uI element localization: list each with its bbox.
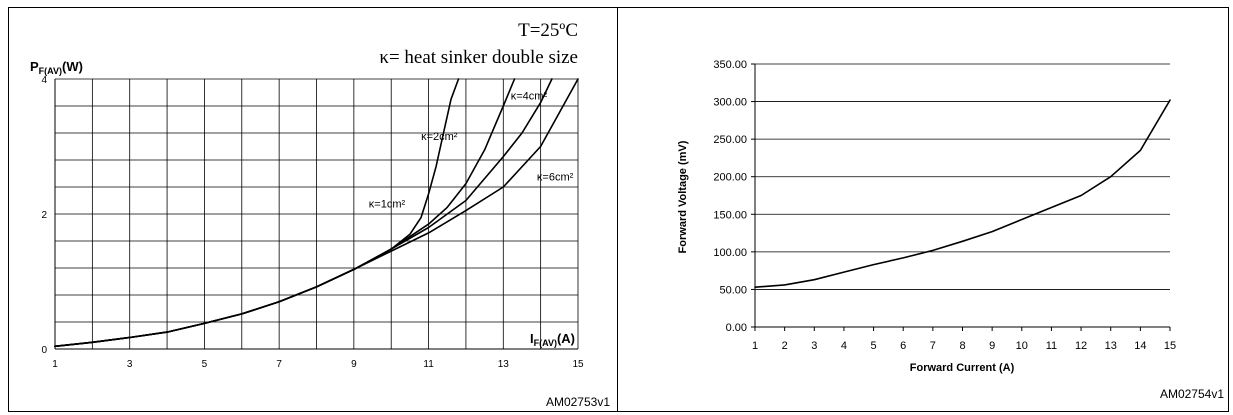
left-x-tick-label: 11 [423, 359, 434, 370]
left-x-tick-label: 13 [498, 359, 510, 370]
left-series-label: κ=1cm² [369, 198, 406, 210]
left-series-label: κ=2cm² [421, 131, 458, 143]
right-y-tick-label: 100.00 [713, 247, 747, 259]
left-figure-code: AM02753v1 [546, 395, 610, 409]
left-x-axis-label: IF(AV)(A) [530, 331, 575, 348]
right-x-tick-label: 9 [989, 340, 995, 352]
temperature-annotation: T=25ºC [518, 20, 578, 41]
right-y-tick-label: 0.00 [726, 322, 747, 334]
left-series-line [54, 78, 516, 348]
right-grid [751, 63, 1171, 331]
left-x-tick-label: 3 [127, 359, 133, 370]
right-x-tick-label: 13 [1105, 340, 1117, 352]
left-series-label: κ=6cm² [537, 171, 574, 183]
panel-left-border [8, 7, 618, 412]
left-series-line [54, 78, 579, 348]
right-x-axis-title: Forward Current (A) [910, 362, 1015, 374]
left-y-axis-label: PF(AV)(W) [30, 59, 83, 76]
right-x-tick-label: 10 [1016, 340, 1028, 352]
left-series-line [54, 78, 460, 348]
right-x-tick-label: 6 [900, 340, 906, 352]
left-series-label: κ=4cm² [511, 90, 548, 102]
right-x-tick-label: 2 [782, 340, 788, 352]
left-x-tick-label: 7 [276, 359, 282, 370]
right-y-tick-label: 250.00 [713, 134, 747, 146]
right-x-tick-label: 15 [1164, 340, 1176, 352]
left-y-tick-label: 4 [41, 75, 47, 86]
right-y-tick-label: 300.00 [713, 97, 747, 109]
right-tick-labels: 1 2 3 4 5 6 7 8 9 10 11 12 13 14 150.0050.00100.00150.… [713, 59, 1176, 352]
forward-voltage-chart: 1 2 3 4 5 6 7 8 9 10 11 12 13 14 150.0050.00100.00150.… [677, 59, 1224, 401]
right-y-axis-title: Forward Voltage (mV) [677, 140, 689, 253]
left-x-tick-label: 15 [572, 359, 584, 370]
right-y-tick-label: 50.00 [719, 284, 747, 296]
right-figure-code: AM02754v1 [1160, 387, 1224, 401]
right-y-tick-label: 150.00 [713, 209, 747, 221]
left-grid [54, 78, 579, 350]
right-x-tick-label: 8 [959, 340, 965, 352]
left-x-tick-label: 9 [351, 359, 357, 370]
left-x-tick-label: 1 [52, 359, 58, 370]
right-curves [754, 99, 1171, 289]
right-x-tick-label: 4 [841, 340, 847, 352]
left-y-tick-label: 0 [41, 345, 47, 356]
right-series-line [754, 99, 1171, 289]
right-x-tick-label: 1 [752, 340, 758, 352]
kappa-annotation: κ= heat sinker double size [379, 47, 578, 68]
left-curves: κ=1cm² κ=2cm² κ=4cm² κ=6cm² [54, 78, 579, 348]
left-x-tick-label: 5 [202, 359, 208, 370]
right-x-tick-label: 5 [871, 340, 877, 352]
right-y-tick-label: 350.00 [713, 59, 747, 71]
right-x-tick-label: 7 [930, 340, 936, 352]
right-y-tick-label: 200.00 [713, 172, 747, 184]
right-x-tick-label: 14 [1134, 340, 1146, 352]
right-x-tick-label: 12 [1075, 340, 1087, 352]
left-y-tick-label: 2 [41, 210, 47, 221]
right-x-tick-label: 3 [811, 340, 817, 352]
panel-right-border [617, 7, 1229, 412]
right-x-tick-label: 11 [1046, 340, 1057, 352]
